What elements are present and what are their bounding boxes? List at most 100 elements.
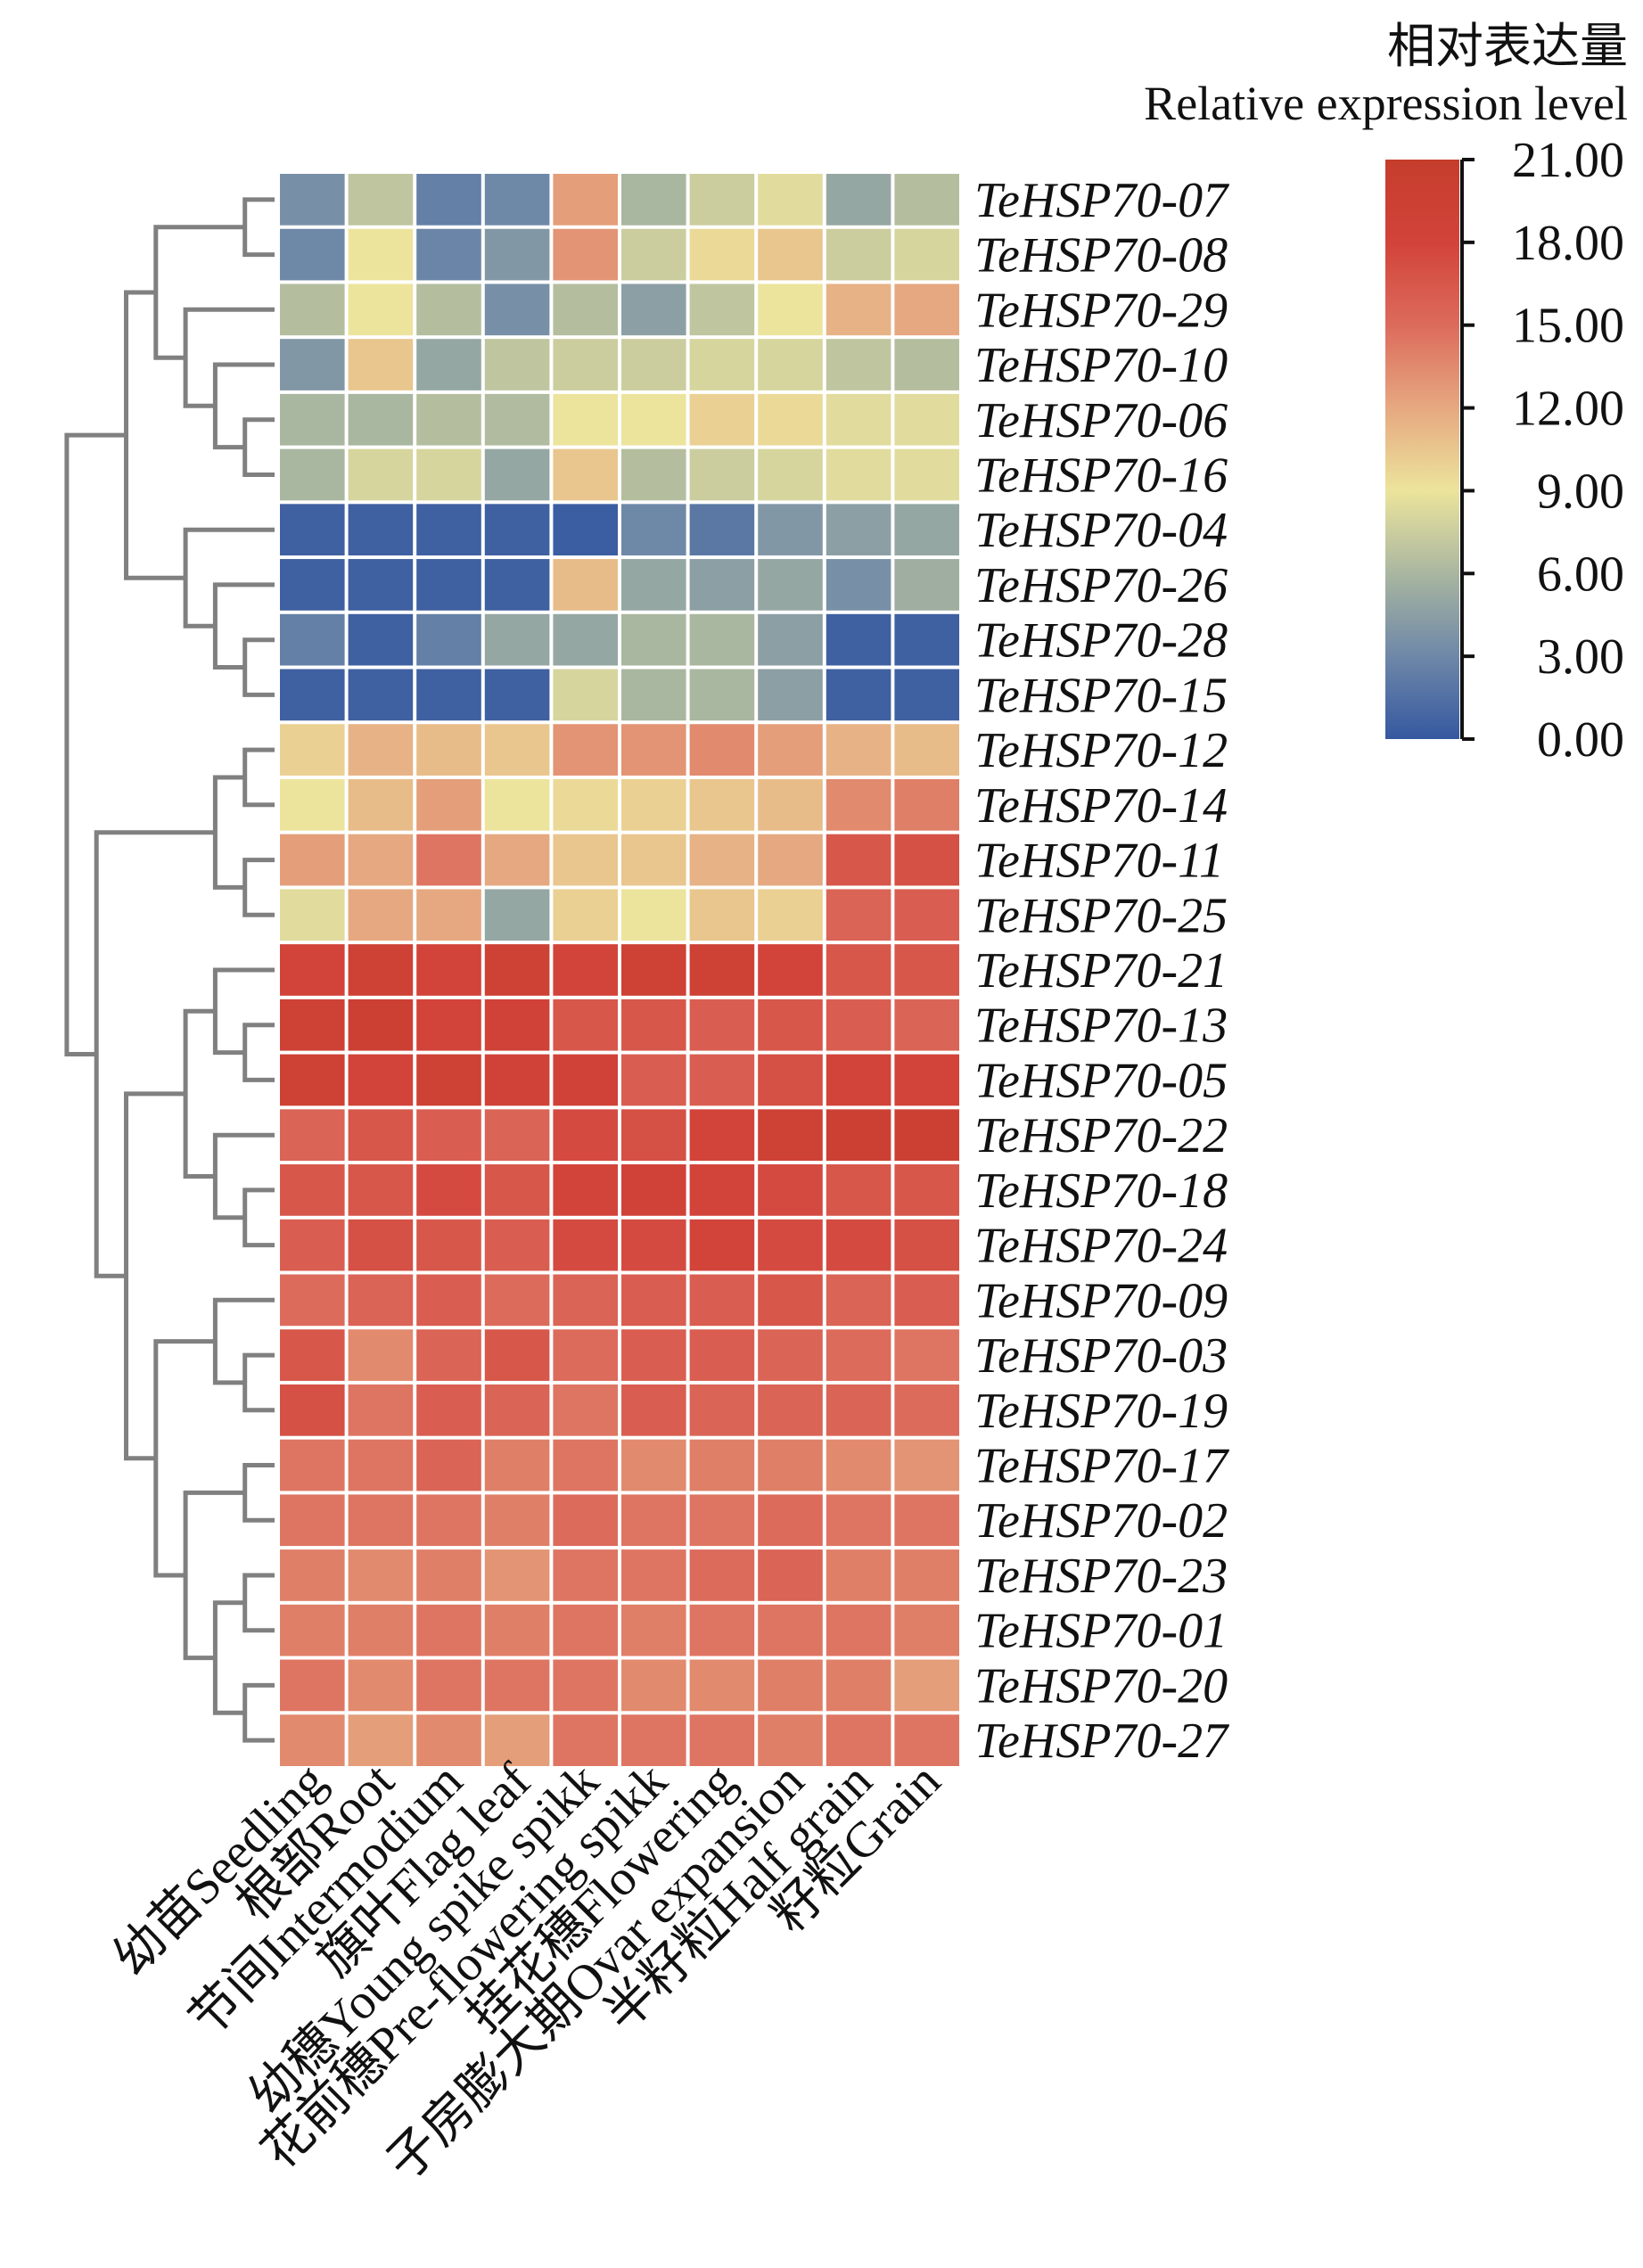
heatmap-cell	[348, 889, 414, 941]
row-label: TeHSP70-18	[974, 1163, 1228, 1219]
heatmap-cell	[621, 1164, 686, 1216]
dendrogram-branch	[242, 1463, 275, 1523]
heatmap-cell	[348, 778, 414, 831]
heatmap-cell	[689, 944, 755, 996]
heatmap-cell	[553, 1054, 618, 1106]
dendrogram-branch	[242, 197, 275, 258]
heatmap-cell	[894, 669, 959, 721]
heatmap-cell	[689, 339, 755, 390]
heatmap-cell	[280, 1439, 345, 1491]
heatmap-cell	[826, 1659, 891, 1712]
heatmap-cell	[416, 339, 481, 390]
heatmap-cell	[621, 1659, 686, 1712]
heatmap-cell	[689, 448, 755, 501]
heatmap-cell	[553, 504, 618, 556]
heatmap-cell	[826, 1054, 891, 1106]
heatmap-cell	[689, 1549, 755, 1601]
heatmap-cell	[689, 1659, 755, 1712]
heatmap-cell	[758, 778, 823, 831]
heatmap-cell	[621, 1604, 686, 1656]
heatmap-cell	[758, 613, 823, 666]
heatmap-cell	[280, 284, 345, 336]
heatmap-cell	[348, 174, 414, 226]
heatmap-cell	[484, 998, 550, 1051]
color-legend: 相对表达量 Relative expression level 21.00 18.…	[1144, 20, 1628, 768]
heatmap-cell	[416, 1439, 481, 1491]
heatmap-cell	[553, 448, 618, 501]
heatmap-cell	[553, 998, 618, 1051]
heatmap-cell	[689, 1274, 755, 1327]
heatmap-cell	[826, 284, 891, 336]
heatmap-cell	[758, 448, 823, 501]
row-label: TeHSP70-25	[974, 888, 1228, 943]
heatmap-cell	[758, 1439, 823, 1491]
dendrogram-branch	[183, 1008, 216, 1179]
heatmap-cell	[348, 1439, 414, 1491]
heatmap-cell	[553, 393, 618, 446]
heatmap-cell	[416, 1054, 481, 1106]
heatmap-cell	[894, 448, 959, 501]
heatmap-cell	[894, 778, 959, 831]
dendrogram-branch	[242, 417, 275, 477]
heatmap-cell	[621, 1384, 686, 1436]
heatmap-cell	[826, 613, 891, 666]
heatmap-cell	[621, 1494, 686, 1547]
heatmap-cell	[689, 1054, 755, 1106]
heatmap-cell	[484, 1054, 550, 1106]
heatmap-cell	[689, 669, 755, 721]
heatmap-cell	[621, 613, 686, 666]
row-label: TeHSP70-05	[974, 1053, 1228, 1108]
heatmap-cell	[826, 889, 891, 941]
heatmap-cell	[826, 393, 891, 446]
heatmap-cell	[280, 448, 345, 501]
row-label: TeHSP70-16	[974, 448, 1228, 504]
heatmap-cell	[484, 724, 550, 776]
heatmap-cell	[348, 724, 414, 776]
dendrogram-branch	[242, 637, 275, 697]
heatmap-cell	[280, 944, 345, 996]
heatmap-cell	[758, 1494, 823, 1547]
heatmap-cell	[553, 174, 618, 226]
heatmap-cell	[689, 284, 755, 336]
heatmap-cell	[894, 393, 959, 446]
heatmap-cell	[484, 559, 550, 611]
heatmap-cell	[416, 1714, 481, 1766]
row-label: TeHSP70-17	[974, 1439, 1229, 1494]
heatmap-cell	[553, 1219, 618, 1271]
heatmap-cell	[894, 1714, 959, 1766]
heatmap-cell	[826, 1109, 891, 1162]
row-label: TeHSP70-11	[974, 834, 1224, 889]
row-label: TeHSP70-07	[974, 173, 1229, 228]
dendrogram-branch	[242, 1023, 275, 1082]
heatmap-cell	[280, 1109, 345, 1162]
heatmap-cell	[280, 1659, 345, 1712]
heatmap-cell	[416, 1494, 481, 1547]
heatmap-cell	[348, 1274, 414, 1327]
heatmap-cell	[621, 174, 686, 226]
heatmap-cell	[826, 1219, 891, 1271]
heatmap-cell	[894, 1219, 959, 1271]
heatmap-cell	[280, 1494, 345, 1547]
heatmap-cell	[553, 613, 618, 666]
heatmap-cell	[689, 1109, 755, 1162]
heatmap-cell	[621, 284, 686, 336]
heatmap-cell	[348, 1659, 414, 1712]
dendrogram-branch	[153, 225, 245, 360]
heatmap-cell	[416, 1384, 481, 1436]
heatmap-cell	[280, 228, 345, 281]
heatmap-cell	[484, 1604, 550, 1656]
heatmap-cell	[484, 504, 550, 556]
heatmap-cell	[894, 339, 959, 390]
heatmap-cell	[826, 1714, 891, 1766]
heatmap-cell	[689, 1384, 755, 1436]
heatmap-cell	[689, 1439, 755, 1491]
heatmap-cell	[621, 1219, 686, 1271]
heatmap-cell	[280, 1549, 345, 1601]
heatmap-cell	[553, 669, 618, 721]
heatmap-cell	[826, 1329, 891, 1381]
heatmap-cell	[484, 1329, 550, 1381]
heatmap-cell	[758, 1109, 823, 1162]
heatmap-cell	[280, 998, 345, 1051]
legend-ticks: 21.00 18.00 15.00 12.00 9.00 6.00 3.00 0.00	[1462, 133, 1624, 768]
legend-tick-label: 21.00	[1512, 133, 1624, 188]
